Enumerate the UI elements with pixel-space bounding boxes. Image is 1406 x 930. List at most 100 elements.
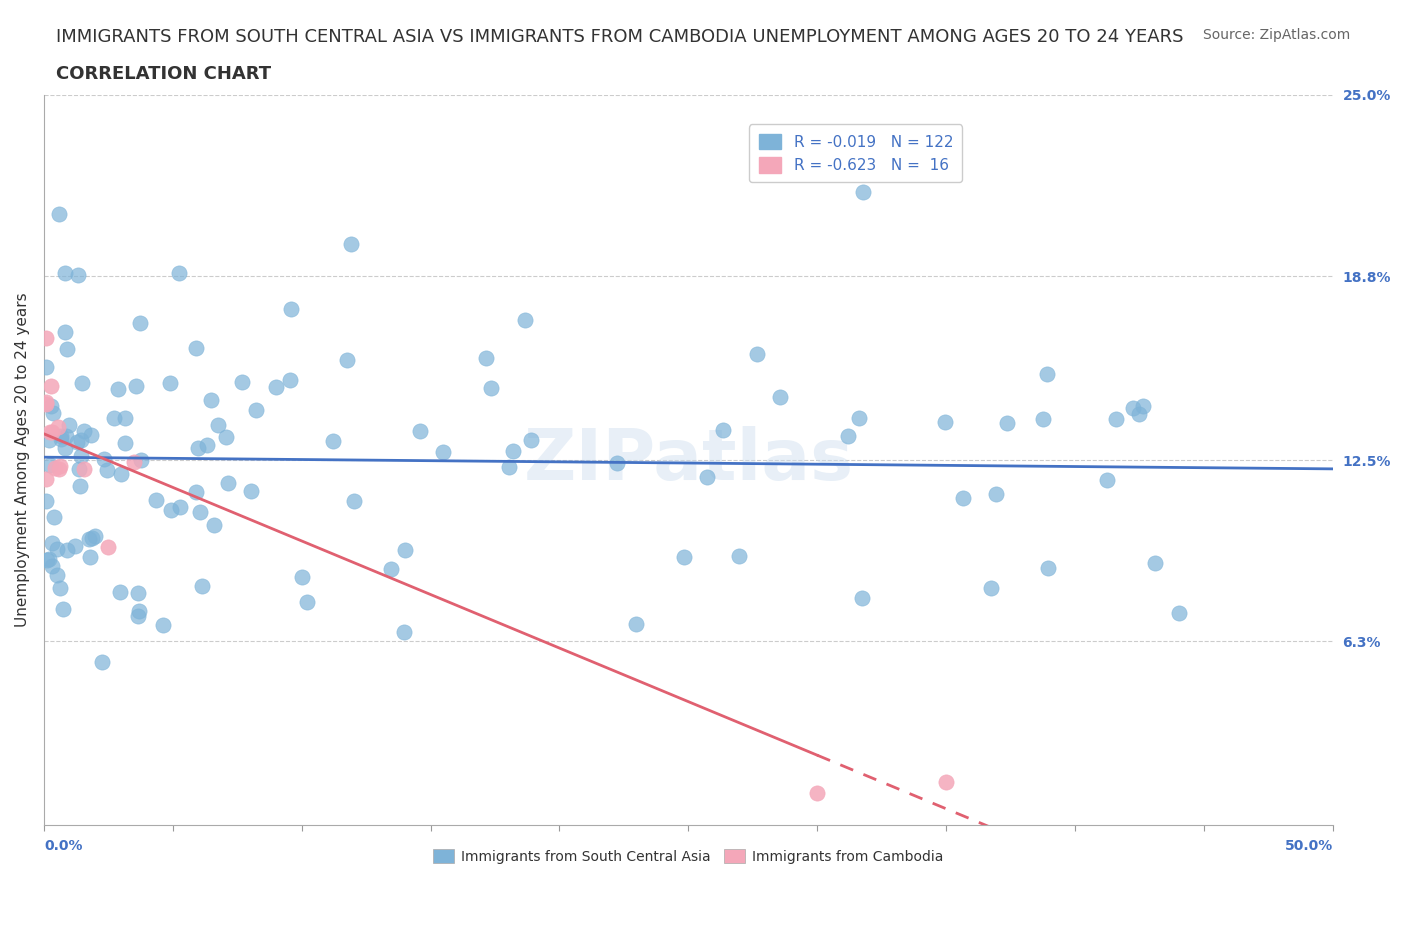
Point [432,445,454,460]
Point [39,458,62,472]
Point [127,586,149,601]
Point [806,786,828,801]
Point [55,429,77,444]
Point [107,382,129,397]
Point [195,437,218,452]
Text: ZIPatlas: ZIPatlas [523,426,853,495]
Point [35,330,58,345]
Point [851,591,873,605]
Point [1097,472,1119,487]
Point [79,532,101,547]
Point [935,775,957,790]
Point [37,552,59,567]
Point [79,550,101,565]
Point [145,492,167,507]
Point [97,540,120,555]
Point [696,470,718,485]
Point [46,420,69,435]
Point [83,528,105,543]
Point [152,618,174,632]
Point [70,448,93,463]
Point [624,617,647,631]
Point [394,542,416,557]
Point [51,429,73,444]
Point [322,433,344,448]
Point [392,625,415,640]
Point [66,268,89,283]
Point [48,206,70,221]
Point [45,542,67,557]
Point [278,372,301,387]
Point [295,595,318,610]
Point [80,428,103,443]
Point [39,424,62,439]
Point [127,609,149,624]
Point [606,456,628,471]
Point [200,392,222,407]
Point [125,379,148,393]
Point [41,379,63,393]
Point [1132,398,1154,413]
Point [184,485,207,499]
Point [934,414,956,429]
Point [48,580,70,595]
Point [110,467,132,482]
Point [187,441,209,456]
Point [82,531,104,546]
Point [96,462,118,477]
Point [852,185,875,200]
Point [67,461,90,476]
Point [103,410,125,425]
Legend: Immigrants from South Central Asia, Immigrants from Cambodia: Immigrants from South Central Asia, Immi… [427,844,949,870]
Point [41,424,63,439]
Point [502,444,524,458]
Point [202,517,225,532]
Point [1036,366,1059,381]
Point [73,461,96,476]
Point [114,410,136,425]
Point [41,536,63,551]
Point [42,405,65,420]
Point [72,376,94,391]
Point [73,423,96,438]
Point [191,578,214,593]
Point [727,549,749,564]
Point [35,494,58,509]
Point [240,484,263,498]
Point [291,569,314,584]
Point [167,265,190,280]
Point [364,66,387,81]
Point [131,453,153,468]
Point [159,375,181,390]
Point [69,478,91,493]
Y-axis label: Unemployment Among Ages 20 to 24 years: Unemployment Among Ages 20 to 24 years [15,293,30,628]
Point [498,459,520,474]
Point [160,502,183,517]
Point [35,397,58,412]
Point [380,562,402,577]
Point [52,602,75,617]
Point [55,542,77,557]
Point [39,399,62,414]
Point [48,461,70,476]
Point [980,580,1002,595]
Point [93,452,115,467]
Point [44,460,66,475]
Point [673,550,696,565]
Point [1036,560,1059,575]
Point [215,430,238,445]
Point [35,394,58,409]
Point [475,351,498,365]
Point [122,454,145,469]
Point [837,428,859,443]
Point [343,494,366,509]
Point [108,585,131,600]
Point [38,551,60,566]
Point [35,472,58,486]
Point [997,416,1019,431]
Point [129,315,152,330]
Point [91,655,114,670]
Point [186,341,208,356]
Text: Source: ZipAtlas.com: Source: ZipAtlas.com [1202,28,1350,42]
Point [339,236,361,251]
